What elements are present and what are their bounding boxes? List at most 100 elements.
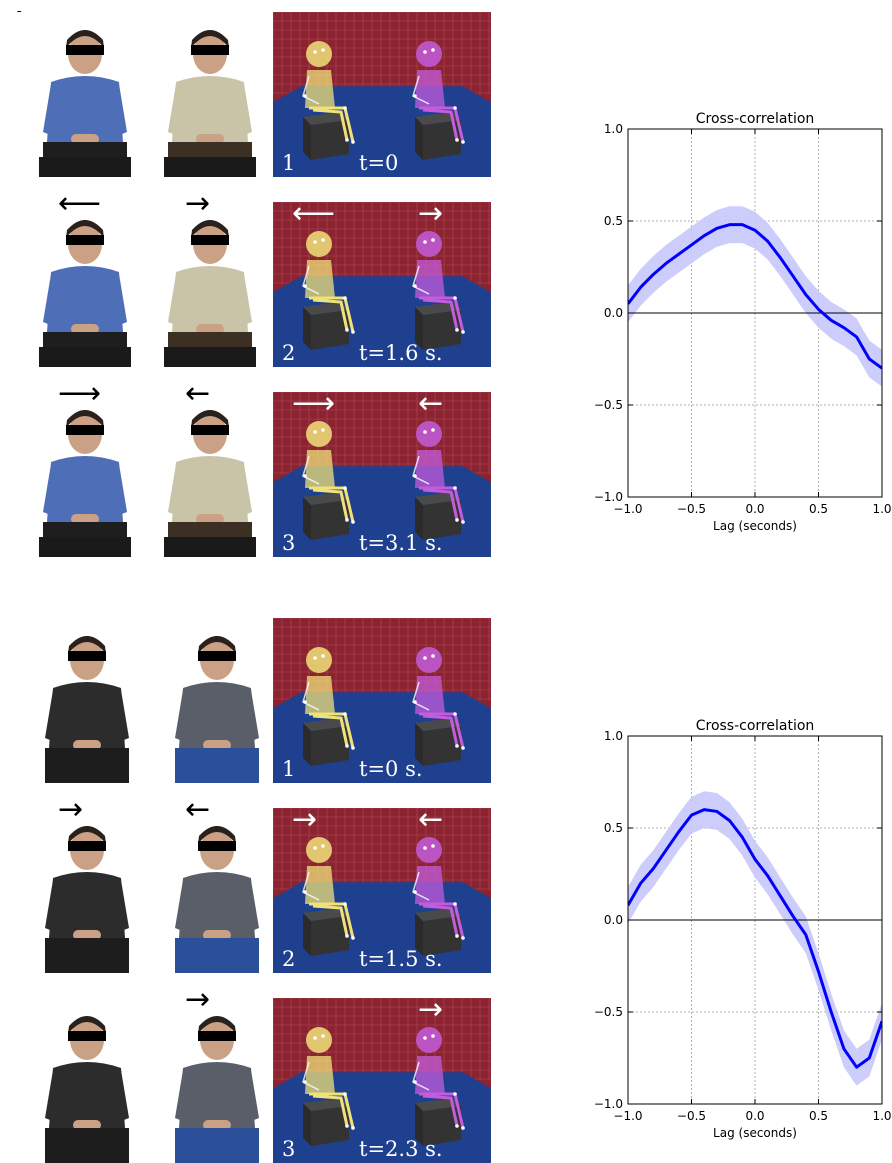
- x-axis-label: Lag (seconds): [713, 1126, 797, 1140]
- data-point: [792, 275, 794, 277]
- data-point: [779, 895, 781, 897]
- video-photo: [5, 618, 265, 783]
- person-silhouette: [45, 1016, 129, 1163]
- frame-number: 2: [282, 947, 296, 971]
- person-silhouette: [164, 30, 256, 177]
- data-point: [779, 257, 781, 259]
- y-tick-label: −0.5: [594, 398, 623, 412]
- motion-arrow-right-avatar: →: [418, 196, 444, 231]
- y-tick-label: 0.5: [604, 821, 623, 835]
- data-point: [843, 1048, 845, 1050]
- frame-number: 1: [282, 757, 296, 781]
- person-silhouette: [39, 220, 131, 367]
- data-point: [805, 934, 807, 936]
- frame-number: 1: [282, 151, 296, 175]
- x-tick-label: −1.0: [613, 502, 642, 516]
- person-silhouette: [164, 220, 256, 367]
- data-point: [818, 971, 819, 973]
- y-tick-label: 0.0: [604, 913, 623, 927]
- frame-time: t=0 s.: [359, 757, 423, 781]
- video-photo: [5, 392, 265, 557]
- data-point: [868, 358, 870, 360]
- person-silhouette: [45, 636, 129, 783]
- data-point: [830, 1011, 832, 1013]
- motion-arrow-right-avatar: →: [418, 992, 444, 1027]
- data-point: [703, 235, 705, 237]
- confidence-band: [628, 791, 882, 1086]
- data-point: [640, 286, 642, 288]
- video-photo: [5, 202, 265, 367]
- data-point: [754, 229, 756, 231]
- data-point: [729, 224, 731, 226]
- data-point: [665, 849, 667, 851]
- data-point: [830, 319, 832, 321]
- y-tick-label: 1.0: [604, 729, 623, 743]
- data-point: [716, 810, 718, 812]
- data-point: [767, 875, 769, 877]
- avatar-render: 3 t=3.1 s.: [273, 392, 491, 557]
- video-photo: [5, 12, 265, 177]
- motion-arrow-right-person: →: [185, 982, 211, 1017]
- data-point: [792, 915, 794, 917]
- chart-title: Cross-correlation: [696, 718, 815, 734]
- data-point: [691, 814, 692, 816]
- avatar-render: 1 t=0 s.: [273, 618, 491, 783]
- x-tick-label: 0.0: [745, 1109, 764, 1123]
- person-silhouette: [39, 30, 131, 177]
- motion-arrow-left-person: ⟶: [58, 376, 102, 411]
- data-point: [716, 227, 718, 229]
- y-tick-label: −1.0: [594, 1097, 623, 1111]
- person-silhouette: [175, 1016, 259, 1163]
- motion-arrow-right-person: ←: [185, 792, 211, 827]
- data-point: [640, 882, 642, 884]
- person-silhouette: [39, 410, 131, 557]
- person-silhouette: [45, 826, 129, 973]
- motion-arrow-left-avatar: ⟵: [292, 196, 336, 231]
- y-tick-label: −0.5: [594, 1005, 623, 1019]
- video-photo: [5, 998, 265, 1163]
- data-point: [767, 240, 769, 242]
- motion-arrow-right-person: →: [185, 186, 211, 221]
- x-tick-label: 0.0: [745, 502, 764, 516]
- data-point: [856, 336, 858, 338]
- data-point: [703, 809, 705, 811]
- motion-arrow-right-person: ←: [185, 376, 211, 411]
- frame-time: t=1.5 s.: [359, 947, 443, 971]
- cross-correlation-chart-b: −1.0−1.0 −0.5 −0.5 0.0 0.0 0.5 0.5 1.0 1.0 Cross-…: [594, 718, 892, 1140]
- data-point: [729, 820, 731, 822]
- cross-correlation-chart-a: −1.0−1.0 −0.5 −0.5 0.0 0.0 0.5 0.5 1.0 1.0 Cross-…: [594, 111, 892, 533]
- data-point: [741, 224, 743, 226]
- confidence-band: [628, 206, 882, 387]
- avatar-render: 2 t=1.5 s.: [273, 808, 491, 973]
- x-tick-label: 0.5: [809, 502, 828, 516]
- y-tick-label: 0.5: [604, 214, 623, 228]
- data-point: [805, 294, 807, 296]
- chart-title: Cross-correlation: [696, 111, 815, 127]
- frame-number: 3: [282, 531, 296, 555]
- y-tick-label: −1.0: [594, 490, 623, 504]
- person-silhouette: [164, 410, 256, 557]
- frame-time: t=0: [359, 151, 399, 175]
- avatar-render: 1 t=0: [273, 12, 491, 177]
- x-axis-label: Lag (seconds): [713, 519, 797, 533]
- data-point: [754, 858, 756, 860]
- data-point: [691, 244, 692, 246]
- data-point: [868, 1057, 870, 1059]
- data-point: [665, 262, 667, 264]
- x-tick-label: −0.5: [677, 1109, 706, 1123]
- frame-number: 3: [282, 1137, 296, 1161]
- y-tick-label: 1.0: [604, 122, 623, 136]
- data-point: [741, 836, 743, 838]
- frame-time: t=3.1 s.: [359, 531, 443, 555]
- motion-arrow-left-avatar: ⟶: [292, 386, 336, 421]
- y-tick-label: 0.0: [604, 306, 623, 320]
- person-silhouette: [175, 636, 259, 783]
- motion-arrow-right-avatar: ←: [418, 802, 444, 837]
- motion-arrow-left-person: →: [58, 792, 84, 827]
- frame-time: t=2.3 s.: [359, 1137, 443, 1161]
- video-photo: [5, 808, 265, 973]
- x-tick-label: 1.0: [872, 1109, 891, 1123]
- data-point: [652, 273, 654, 275]
- motion-arrow-left-avatar: →: [292, 802, 318, 837]
- avatar-render: 2 t=1.6 s.: [273, 202, 491, 367]
